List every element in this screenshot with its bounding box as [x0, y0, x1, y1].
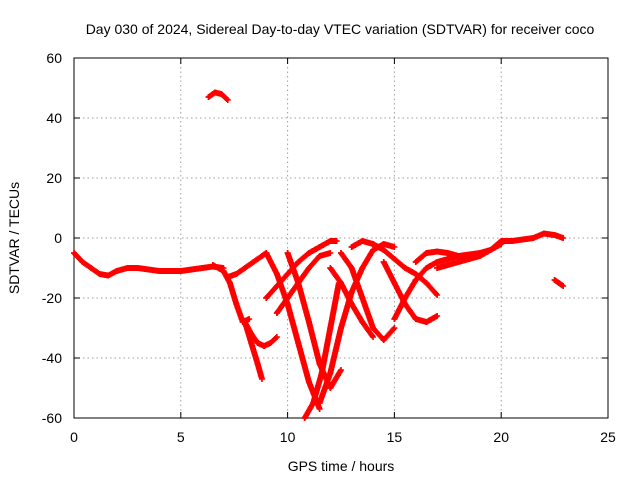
x-tick-label: 15 — [387, 429, 403, 445]
y-axis-label: SDTVAR / TECUs — [6, 182, 22, 294]
series-trace — [412, 248, 461, 265]
series-trace — [209, 262, 251, 325]
y-tick-label: 40 — [46, 110, 62, 126]
series-rise-d — [327, 265, 377, 340]
series-deep-a — [263, 250, 323, 412]
series-trace — [301, 281, 342, 421]
x-axis-label: GPS time / hours — [288, 458, 395, 474]
series-arc-b — [224, 250, 270, 280]
series-trace — [338, 250, 397, 343]
series-hump-a — [412, 248, 462, 265]
y-tick-label: -60 — [42, 410, 62, 426]
series-isolated-high — [205, 89, 231, 103]
y-tick-label: -20 — [42, 290, 62, 306]
series-trace — [241, 319, 265, 381]
x-tick-label: 0 — [70, 429, 78, 445]
series-trace — [205, 89, 230, 102]
plot-frame — [73, 57, 609, 419]
x-tick-label: 5 — [177, 429, 185, 445]
series-recover-b — [434, 230, 567, 271]
series-trace — [71, 250, 226, 279]
series-dip-d — [380, 259, 441, 325]
x-tick-label: 10 — [280, 429, 296, 445]
series-dip-c — [338, 250, 398, 343]
chart-title: Day 030 of 2024, Sidereal Day-to-day VTE… — [86, 21, 595, 37]
series-dip-b — [241, 319, 265, 382]
data-points — [71, 89, 567, 421]
series-trace — [380, 259, 439, 325]
y-tick-label: 0 — [54, 230, 62, 246]
axis-ticks: 0 5 10 15 20 25 -60 -40 -20 0 20 40 60 — [42, 50, 616, 445]
series-trace — [263, 250, 323, 411]
series-trace — [551, 277, 566, 289]
series-deep-c — [301, 280, 342, 421]
series-baseline — [71, 250, 227, 279]
x-tick-label: 20 — [493, 429, 509, 445]
x-tick-label: 25 — [600, 429, 616, 445]
y-tick-label: 20 — [46, 170, 62, 186]
series-trace — [224, 250, 269, 280]
series-trace — [327, 265, 376, 339]
series-arc-a — [209, 262, 253, 325]
series-deep-b — [284, 250, 344, 391]
y-tick-label: 60 — [46, 50, 62, 66]
series-tail — [551, 277, 567, 289]
series-trace — [434, 230, 565, 271]
y-tick-label: -40 — [42, 350, 62, 366]
